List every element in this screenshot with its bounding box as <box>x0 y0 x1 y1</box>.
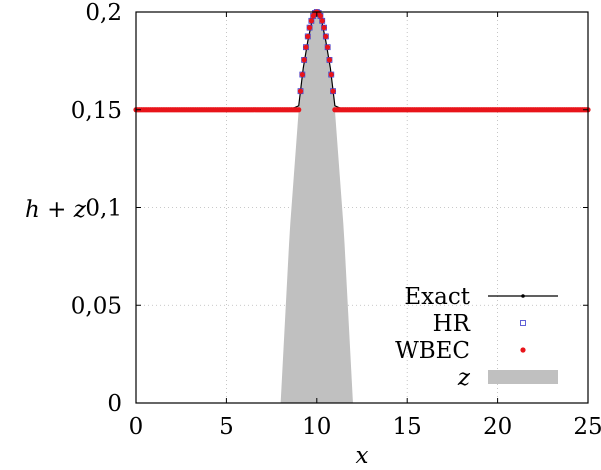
wbec-point <box>308 18 314 24</box>
y-tick-label: 0 <box>107 391 122 417</box>
y-tick-label: 0,2 <box>85 0 122 26</box>
legend-swatch-z <box>488 370 558 384</box>
x-tick-label: 20 <box>483 414 512 440</box>
wbec-point <box>321 25 327 31</box>
ticks <box>135 11 589 404</box>
z-area <box>280 12 353 403</box>
wbec-point <box>323 33 329 40</box>
wbec-point <box>317 13 324 19</box>
series-layer <box>133 9 591 403</box>
exact-line <box>136 10 588 111</box>
legend-marker-wbec <box>520 347 526 353</box>
tick-labels: 0 5 10 15 20 25 0 0,05 0,1 0,15 0,2 <box>71 0 601 440</box>
legend-label: Exact <box>404 284 470 310</box>
wbec-point <box>325 44 331 50</box>
x-tick-label: 5 <box>219 414 234 440</box>
legend-label: z <box>457 365 471 391</box>
x-tick-label: 10 <box>302 414 331 440</box>
wbec-point <box>301 57 307 63</box>
wbec-point <box>296 107 302 113</box>
wbec-point <box>328 71 334 78</box>
legend-label: HR <box>433 311 471 337</box>
x-tick-label: 15 <box>393 414 422 440</box>
legend-marker-exact <box>521 294 525 298</box>
y-axis-label: h + z <box>25 197 87 223</box>
legend-label: WBEC <box>395 338 470 364</box>
wbec-point <box>303 44 309 50</box>
y-tick-label: 0,15 <box>71 98 122 124</box>
x-tick-label: 25 <box>573 414 601 440</box>
wbec-point <box>299 71 305 78</box>
y-tick-label: 0,1 <box>85 196 122 222</box>
legend-marker-hr <box>520 320 526 326</box>
grid <box>136 12 588 403</box>
wbec-point <box>330 88 336 94</box>
wbec-point <box>297 88 304 94</box>
wbec-point <box>305 33 311 40</box>
y-tick-label: 0,05 <box>71 293 122 319</box>
wbec-point <box>306 25 313 31</box>
wbec-point <box>326 57 333 63</box>
x-tick-label: 0 <box>129 414 144 440</box>
x-axis-label: x <box>356 443 369 469</box>
wbec-point <box>319 18 325 24</box>
